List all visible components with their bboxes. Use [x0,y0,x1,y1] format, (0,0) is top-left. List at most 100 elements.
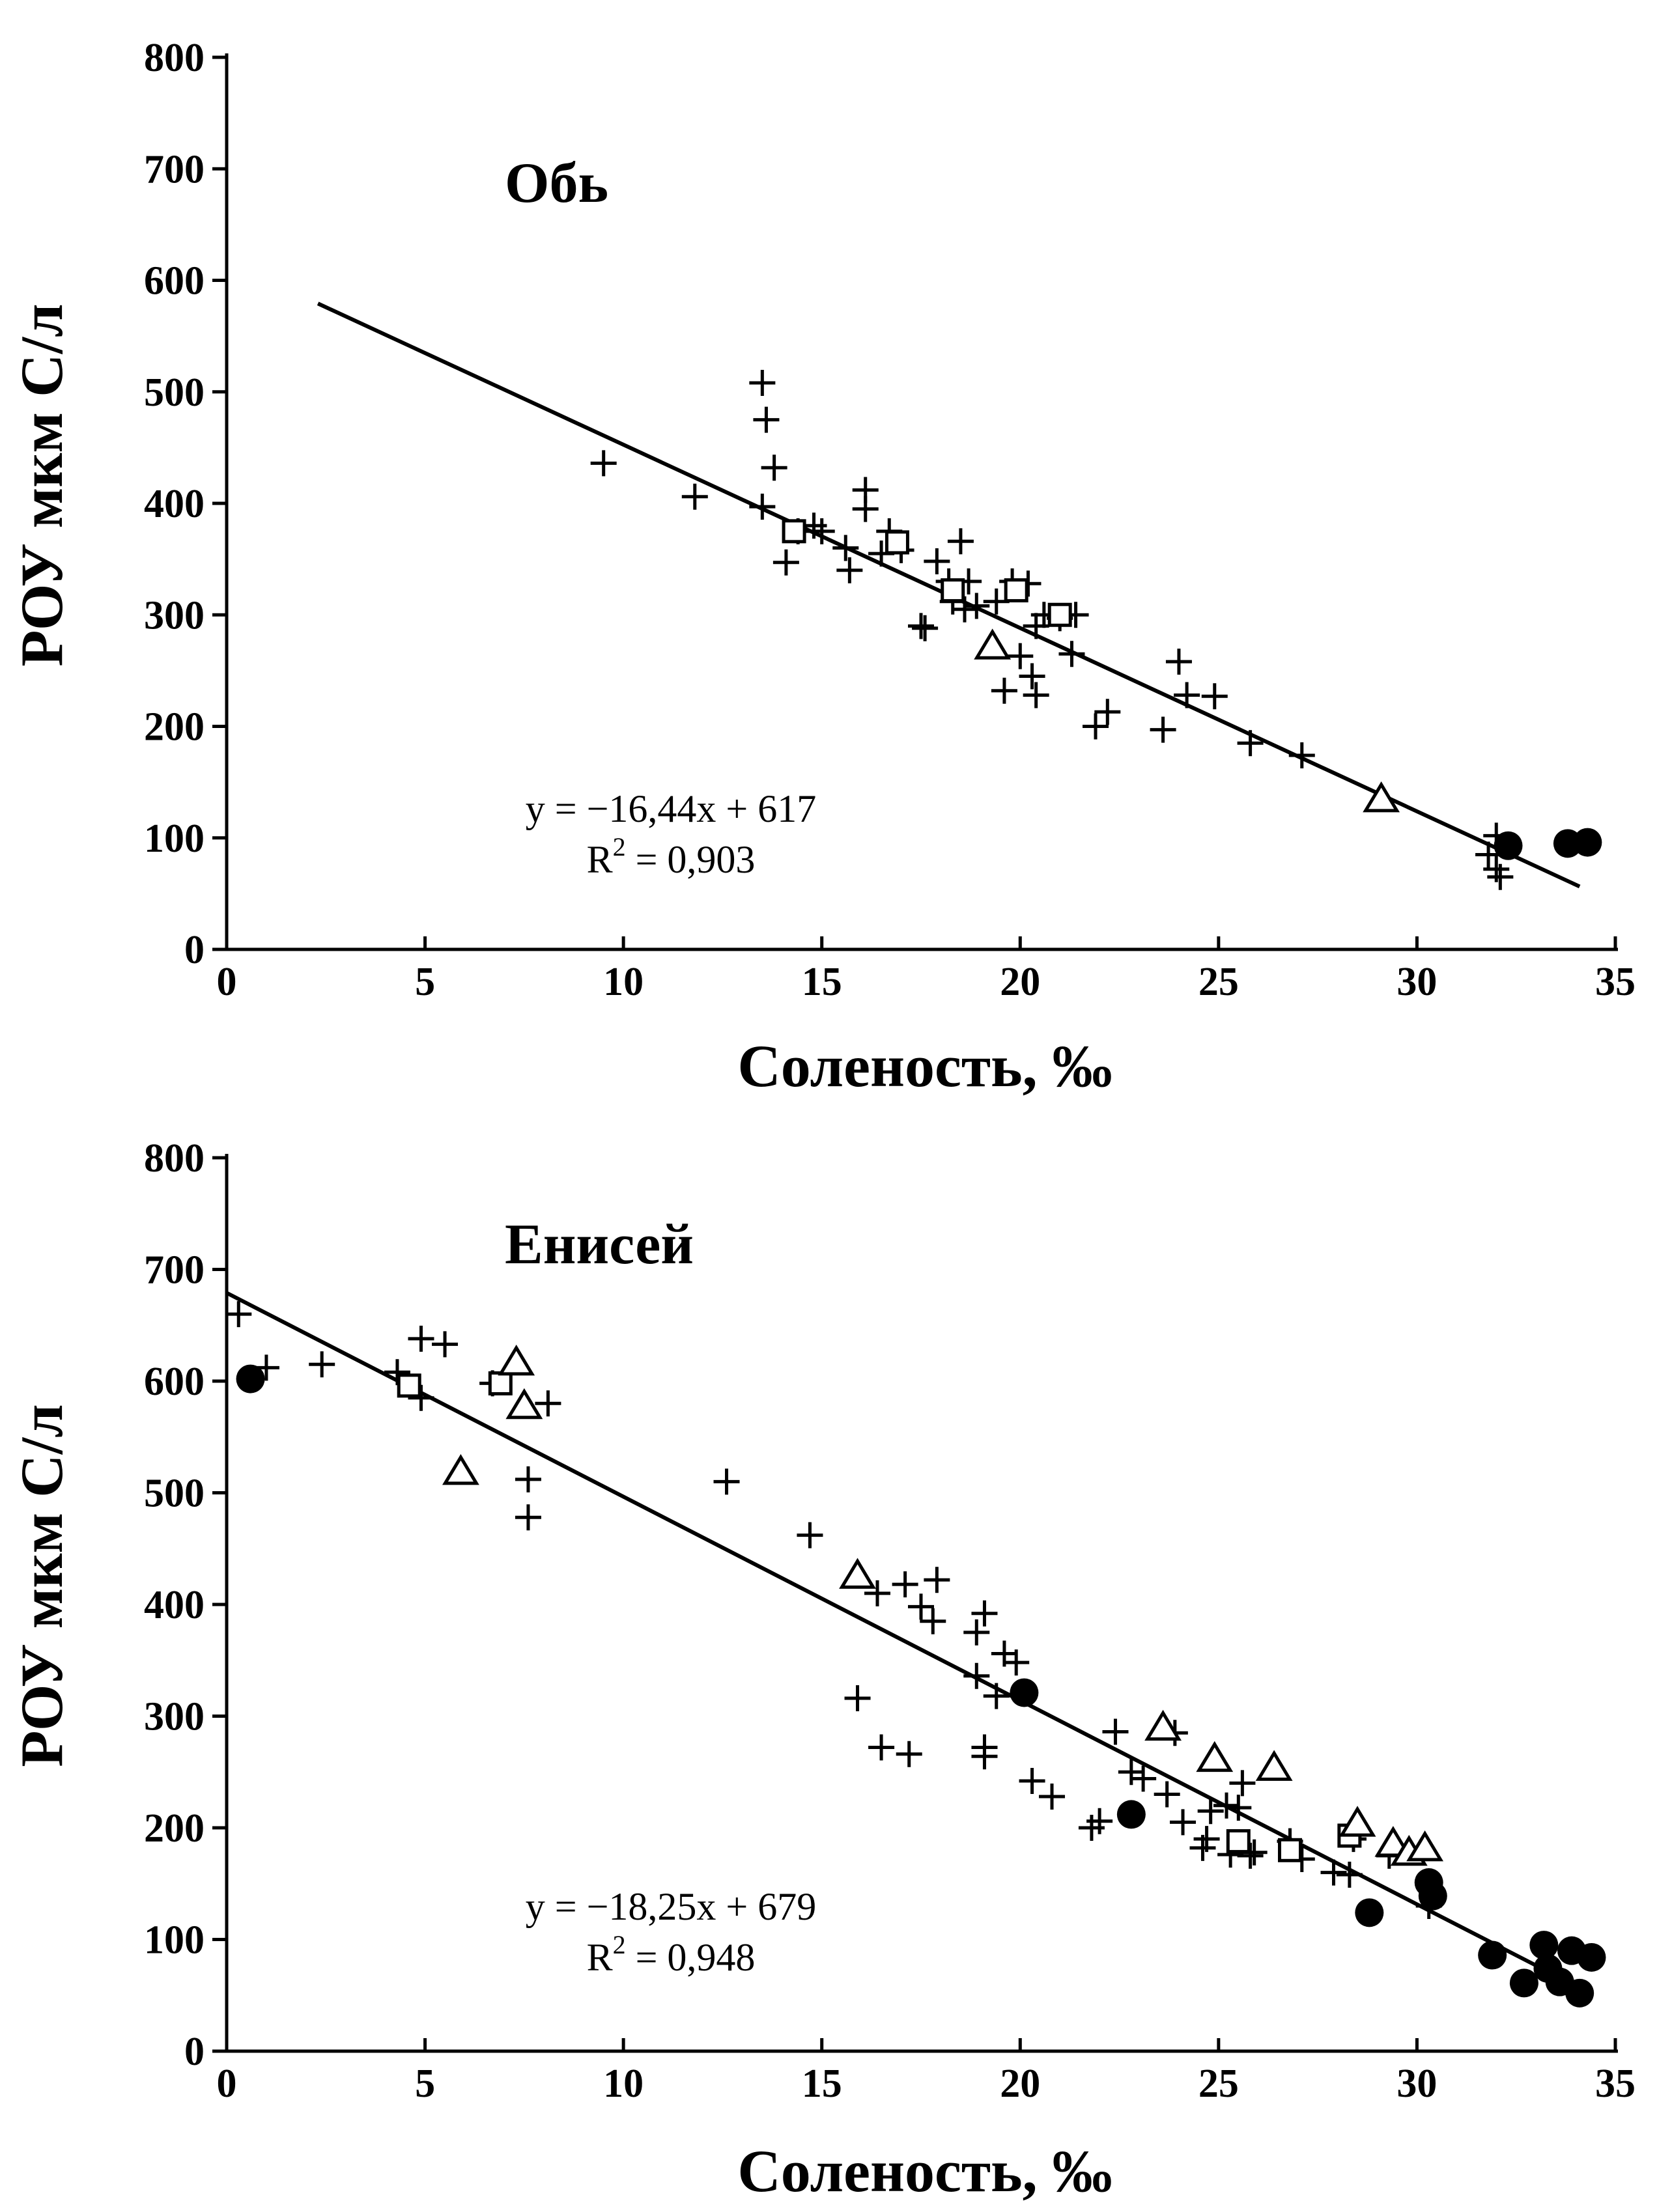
plus-marker-ob [749,494,776,520]
plus-marker-ob [852,496,879,522]
y-tick-label-yenisei: 400 [144,1583,205,1627]
plus-marker-yenisei [1193,1826,1220,1853]
triangle-marker-ob [1363,781,1400,813]
plus-marker-ob [753,406,780,433]
y-axis-title-yenisei: РОУ мкм С/л [8,1404,75,1767]
x-tick-label-yenisei: 10 [603,2062,644,2106]
plus-marker-yenisei [713,1468,740,1495]
x-axis-title-ob: Соленость, ‰ [737,1033,1112,1099]
plus-marker-yenisei [864,1580,890,1606]
plus-marker-yenisei [432,1331,459,1358]
plus-marker-yenisei [1003,1649,1030,1676]
plus-marker-ob [1058,641,1085,667]
plus-marker-yenisei [1019,1767,1045,1794]
plus-marker-ob [1150,716,1176,743]
plus-marker-ob [1007,643,1034,669]
plus-marker-yenisei [1225,1795,1252,1821]
x-tick-label-yenisei: 25 [1198,2062,1239,2106]
y-tick-label-yenisei: 600 [144,1360,205,1404]
plus-marker-yenisei [1102,1718,1129,1745]
x-tick-label-ob: 10 [603,960,644,1004]
plus-marker-ob [1094,699,1121,725]
y-tick-label-yenisei: 300 [144,1695,205,1739]
x-tick-label-yenisei: 5 [415,2062,435,2106]
plot-area-ob: 0 100 200 300 400 500 600 700 800 0 5 10 15 20 25 30 35 [144,36,1636,1004]
circle-marker-ob [1573,828,1602,857]
y-tick-label-yenisei: 100 [144,1918,205,1963]
circle-marker-yenisei [1577,1942,1606,1972]
plus-marker-ob [808,518,835,544]
plus-marker-ob [1237,730,1264,757]
r-squared-exponent-ob: 2 [613,832,626,861]
plus-marker-ob [590,450,617,477]
r-squared-symbol-ob: R [587,838,613,881]
plus-marker-ob [1023,682,1049,708]
square-marker-yenisei [488,1371,513,1395]
regression-line-yenisei [225,1291,1549,1974]
plus-marker-ob [836,557,863,583]
circle-marker-yenisei [1478,1940,1507,1970]
triangle-marker-yenisei [1144,1709,1182,1741]
plus-marker-yenisei [515,1466,541,1492]
plus-marker-yenisei [920,1608,946,1634]
x-tick-label-ob: 30 [1396,960,1437,1004]
plus-marker-yenisei [515,1504,541,1531]
plus-marker-ob [1174,682,1200,708]
y-tick-label-ob: 0 [184,928,205,972]
plus-marker-yenisei [963,1662,990,1689]
plus-marker-yenisei [1170,1809,1197,1836]
plus-marker-ob [991,677,1017,704]
circle-marker-yenisei [1529,1931,1559,1960]
plus-marker-ob [1487,863,1514,890]
x-tick-label-ob: 15 [802,960,842,1004]
y-tick-label-ob: 400 [144,482,205,526]
r-squared-yenisei: R2 = 0,948 [587,1930,756,1979]
x-tick-label-yenisei: 30 [1396,2062,1437,2106]
circle-marker-yenisei [236,1364,265,1393]
chart-ob: РОУ мкм С/л Обь y = −16,44x + 617 R2 = 0… [8,36,1636,1099]
plus-marker-yenisei [1197,1798,1224,1825]
plus-marker-yenisei [1336,1862,1363,1888]
x-tick-label-ob: 35 [1595,960,1636,1004]
plus-marker-yenisei [924,1567,950,1593]
plus-marker-yenisei [535,1390,561,1417]
plus-marker-ob [1165,649,1192,675]
triangle-marker-yenisei [1339,1806,1376,1837]
y-tick-label-yenisei: 200 [144,1806,205,1851]
square-marker-ob [941,578,965,603]
plus-marker-yenisei [896,1741,922,1767]
circle-marker-yenisei [1509,1968,1538,1998]
plus-marker-ob [912,615,939,641]
x-tick-label-yenisei: 0 [217,2062,237,2106]
plus-marker-ob [908,613,934,639]
plus-marker-ob [1288,742,1315,769]
chart-title-ob: Обь [505,152,608,215]
x-tick-label-yenisei: 15 [802,2062,842,2106]
plus-marker-ob [1201,683,1228,710]
plus-marker-yenisei [408,1325,434,1352]
y-tick-label-ob: 300 [144,593,205,637]
plus-marker-yenisei [868,1734,895,1761]
y-tick-label-ob: 200 [144,705,205,749]
circle-marker-yenisei [1418,1881,1447,1911]
x-tick-label-yenisei: 20 [1000,2062,1040,2106]
y-tick-label-ob: 500 [144,371,205,415]
plus-marker-yenisei [1118,1759,1144,1785]
square-marker-ob [782,519,806,544]
square-marker-yenisei [1226,1829,1251,1854]
square-marker-ob [885,530,909,555]
y-tick-label-yenisei: 800 [144,1136,205,1181]
x-tick-label-ob: 20 [1000,960,1040,1004]
circle-marker-yenisei [1010,1678,1039,1707]
x-tick-label-ob: 5 [415,960,435,1004]
regression-equation-ob: y = −16,44x + 617 [526,787,817,830]
triangle-marker-yenisei [839,1558,876,1589]
square-marker-yenisei [1278,1838,1303,1862]
plus-marker-ob [924,548,950,575]
y-axis-title-ob: РОУ мкм С/л [8,303,75,667]
plus-marker-yenisei [1320,1859,1347,1886]
plus-marker-yenisei [844,1685,871,1712]
plus-marker-yenisei [309,1351,335,1378]
plus-marker-yenisei [971,1600,998,1627]
